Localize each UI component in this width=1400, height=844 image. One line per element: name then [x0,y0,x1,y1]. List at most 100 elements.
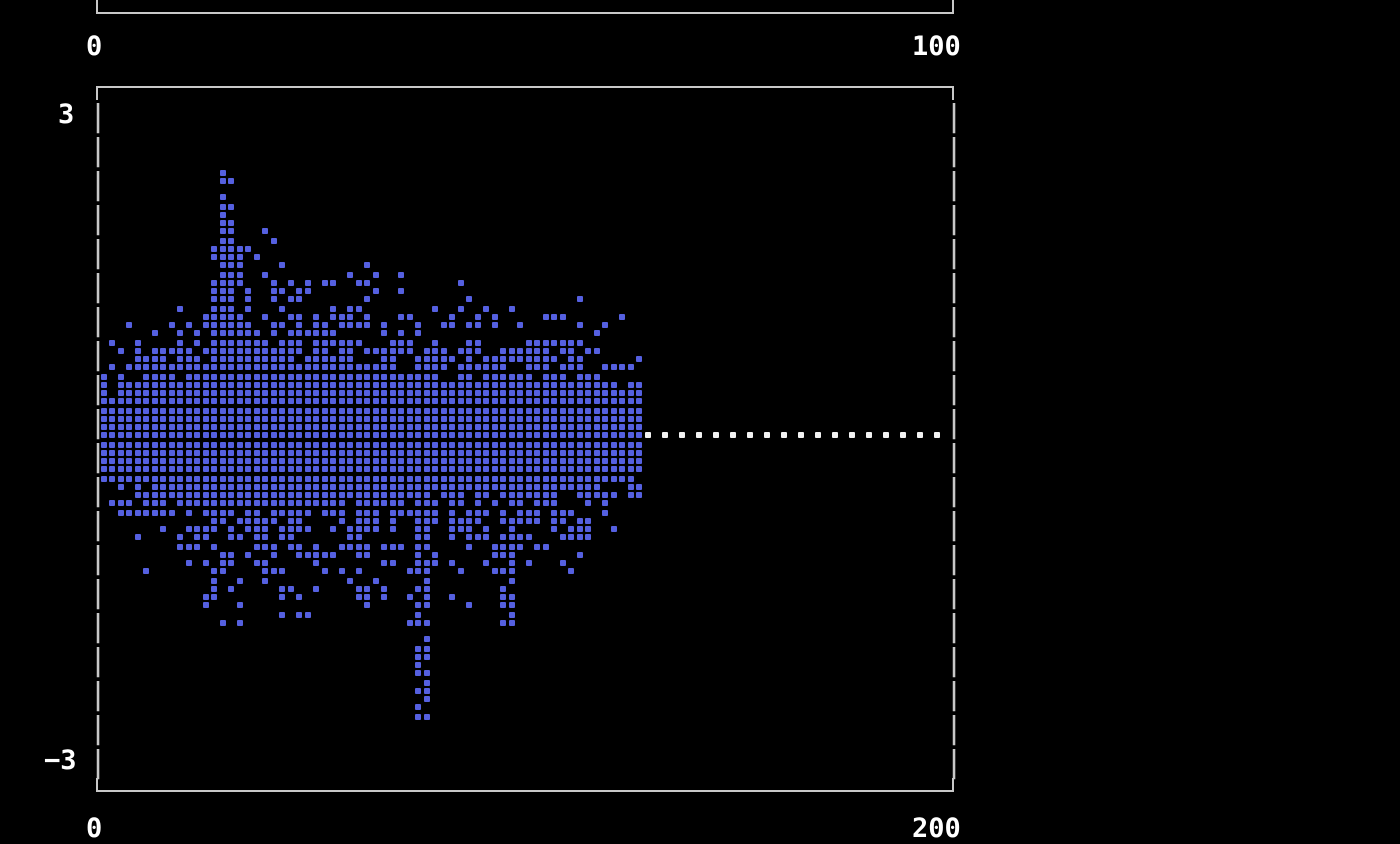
series-dot [228,432,234,438]
series-dot [296,322,302,328]
series-dot [407,620,413,626]
series-dot [296,442,302,448]
series-dot [509,416,515,422]
series-dot [339,424,345,430]
series-dot [271,296,277,302]
series-dot [543,364,549,370]
series-dot [271,238,277,244]
series-dot [364,594,370,600]
series-dot [203,492,209,498]
series-dot [330,390,336,396]
series-dot [551,382,557,388]
series-dot [296,390,302,396]
series-dot [466,416,472,422]
series-dot [407,510,413,516]
series-dot [330,492,336,498]
series-dot [313,398,319,404]
series-dot [126,510,132,516]
series-dot [534,416,540,422]
series-dot [279,458,285,464]
series-dot [560,560,566,566]
series-dot [288,526,294,532]
series-dot [262,492,268,498]
series-dot [466,442,472,448]
series-dot [424,594,430,600]
series-dot [534,544,540,550]
series-dot [288,340,294,346]
series-dot [322,476,328,482]
series-dot [466,424,472,430]
series-dot [288,390,294,396]
series-dot [254,364,260,370]
series-dot [160,432,166,438]
series-dot [526,484,532,490]
series-dot [458,424,464,430]
series-dot [169,458,175,464]
series-dot [228,228,234,234]
series-dot [228,296,234,302]
series-dot [220,442,226,448]
series-dot [211,296,217,302]
series-dot [398,424,404,430]
series-dot [296,484,302,490]
series-dot [271,442,277,448]
series-dot [458,432,464,438]
series-dot [458,364,464,370]
series-dot [424,458,430,464]
series-dot [262,228,268,234]
series-dot [203,500,209,506]
series-dot [432,374,438,380]
series-dot [526,398,532,404]
series-dot [577,374,583,380]
series-dot [636,458,642,464]
series-dot [500,620,506,626]
series-dot [466,476,472,482]
series-dot [432,416,438,422]
series-dot [245,288,251,294]
series-dot [254,510,260,516]
series-dot [475,458,481,464]
series-dot [424,620,430,626]
series-dot [339,500,345,506]
series-dot [364,408,370,414]
series-dot [288,382,294,388]
main-y-axis-max-label: 3 [58,99,75,130]
series-dot [415,560,421,566]
series-dot [237,432,243,438]
series-dot [203,560,209,566]
series-dot [220,510,226,516]
series-dot [543,484,549,490]
series-dot [356,382,362,388]
series-dot [611,466,617,472]
series-dot [143,510,149,516]
series-dot [288,484,294,490]
series-dot [534,340,540,346]
series-dot [364,424,370,430]
series-dot [339,398,345,404]
series-dot [577,458,583,464]
series-dot [390,510,396,516]
series-dot [186,432,192,438]
series-dot [466,364,472,370]
series-dot [186,560,192,566]
series-dot [186,398,192,404]
series-dot [322,416,328,422]
series-dot [245,382,251,388]
series-dot [373,416,379,422]
series-dot [220,382,226,388]
series-dot [534,424,540,430]
series-dot [543,424,549,430]
series-dot [500,568,506,574]
series-dot [279,340,285,346]
series-dot [373,578,379,584]
series-dot [492,500,498,506]
series-dot [475,424,481,430]
series-dot [126,398,132,404]
series-dot [560,476,566,482]
series-dot [543,398,549,404]
series-dot [381,432,387,438]
series-dot [237,356,243,362]
series-dot [390,544,396,550]
series-dot [517,322,523,328]
series-dot [347,356,353,362]
